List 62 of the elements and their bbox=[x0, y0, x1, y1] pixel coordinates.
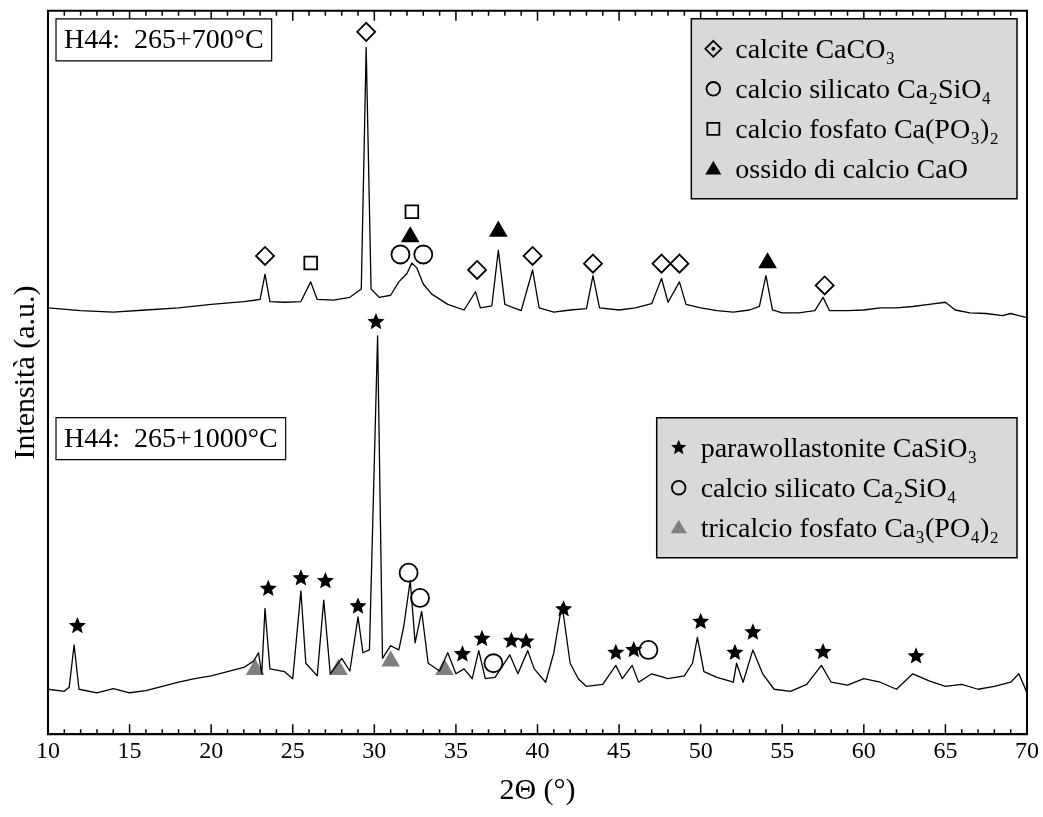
legend-label: calcio silicato Ca₂SiO₄ bbox=[700, 472, 957, 504]
legend-label: parawollastonite CaSiO₃ bbox=[700, 432, 978, 464]
point bbox=[356, 21, 377, 42]
point bbox=[349, 597, 367, 614]
x-tick-label: 20 bbox=[199, 736, 224, 763]
point bbox=[522, 246, 543, 266]
x-tick-label: 55 bbox=[770, 736, 795, 763]
x-tick-label: 15 bbox=[117, 736, 142, 763]
x-tick-label: 70 bbox=[1015, 736, 1039, 763]
x-tick-label: 35 bbox=[443, 736, 468, 763]
point bbox=[259, 579, 277, 597]
point bbox=[410, 588, 430, 608]
point bbox=[607, 643, 625, 661]
point bbox=[692, 612, 710, 630]
legend-label: calcio fosfato Ca(PO₃)₂ bbox=[735, 113, 1000, 145]
point bbox=[669, 253, 690, 274]
point bbox=[367, 312, 385, 330]
x-tick-label: 40 bbox=[525, 736, 550, 763]
point bbox=[814, 275, 835, 296]
point bbox=[381, 651, 400, 667]
x-tick-label: 25 bbox=[280, 736, 305, 763]
point bbox=[483, 653, 504, 674]
point bbox=[638, 640, 659, 660]
point bbox=[255, 246, 275, 266]
point bbox=[68, 617, 86, 634]
point bbox=[292, 569, 310, 586]
y-axis-title: Intensità (a.u.) bbox=[6, 285, 41, 460]
x-tick-label: 50 bbox=[688, 736, 713, 763]
legend-label: tricalcio fosfato Ca₃(PO₄)₂ bbox=[700, 512, 1000, 544]
point bbox=[758, 253, 777, 269]
point bbox=[453, 645, 471, 662]
point bbox=[246, 659, 264, 675]
legend-label: ossido di calcio CaO bbox=[735, 153, 968, 185]
point bbox=[744, 623, 762, 640]
point bbox=[398, 562, 419, 583]
x-tick-label: 45 bbox=[607, 736, 632, 763]
point bbox=[303, 255, 318, 271]
point bbox=[502, 631, 520, 649]
point bbox=[625, 640, 643, 658]
point bbox=[401, 227, 419, 243]
point bbox=[435, 659, 454, 675]
x-tick-label: 65 bbox=[933, 736, 958, 763]
legend-label: calcite CaCO₃ bbox=[735, 33, 896, 65]
point bbox=[814, 643, 832, 660]
annotation: H44: 265+700°C bbox=[64, 23, 264, 55]
point bbox=[517, 632, 535, 649]
x-tick-label: 10 bbox=[36, 736, 60, 763]
point bbox=[651, 253, 672, 274]
point bbox=[473, 629, 491, 646]
x-axis-title: 2Θ (°) bbox=[499, 771, 576, 806]
point bbox=[583, 253, 603, 274]
point bbox=[316, 572, 334, 589]
x-tick-label: 60 bbox=[851, 736, 876, 763]
point bbox=[413, 244, 434, 265]
annotation: H44: 265+1000°C bbox=[64, 422, 278, 454]
point bbox=[390, 244, 411, 265]
point bbox=[467, 260, 488, 280]
point bbox=[726, 643, 744, 661]
point bbox=[404, 204, 420, 219]
legend-label: calcio silicato Ca₂SiO₄ bbox=[735, 73, 992, 105]
point bbox=[907, 647, 925, 664]
x-tick-label: 30 bbox=[362, 736, 387, 763]
